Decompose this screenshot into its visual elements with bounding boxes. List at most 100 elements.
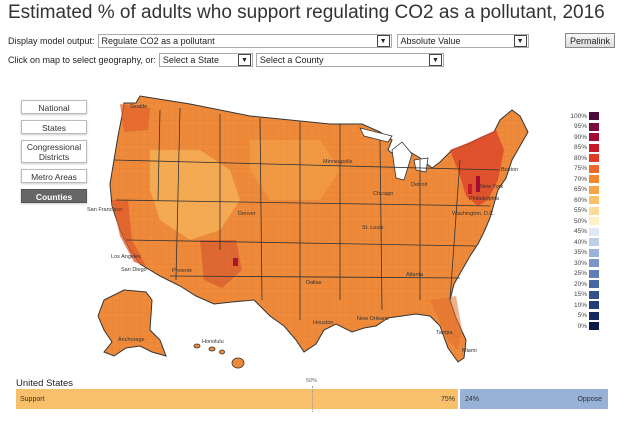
legend-label: 55% — [573, 207, 587, 214]
city-label: Dallas — [306, 280, 322, 286]
chevron-down-icon: ▼ — [237, 54, 251, 66]
legend-row: 90% — [569, 133, 599, 141]
geo-button-metro[interactable]: Metro Areas — [21, 169, 87, 183]
legend-label: 35% — [573, 249, 587, 256]
geo-button-congressional[interactable]: Congressional Districts — [21, 140, 87, 163]
value-type-select[interactable]: Absolute Value ▼ — [396, 34, 529, 48]
click-label: Click on map to select geography, or: — [8, 55, 156, 65]
legend-row: 80% — [569, 154, 599, 162]
legend-label: 50% — [573, 217, 587, 225]
city-label: New York — [480, 184, 504, 190]
legend-swatch — [589, 301, 599, 309]
legend-row: 20% — [569, 280, 599, 288]
support-bar[interactable]: Support 75% — [16, 389, 458, 409]
legend-swatch — [589, 185, 599, 194]
geo-button-states[interactable]: States — [21, 120, 87, 134]
legend-label: 100% — [570, 112, 587, 120]
county-hotspot[interactable] — [233, 258, 238, 266]
legend-label: 95% — [573, 123, 587, 130]
legend-swatch — [589, 133, 599, 141]
legend-label: 40% — [573, 238, 587, 246]
city-label: Philadelphia — [469, 196, 499, 202]
legend-swatch — [589, 122, 599, 131]
value-type-value: Absolute Value — [400, 36, 461, 46]
oppose-label: Oppose — [577, 395, 602, 403]
legend-label: 70% — [573, 175, 587, 183]
county-hotspot[interactable] — [468, 184, 472, 194]
legend-row: 15% — [569, 290, 599, 299]
legend-swatch — [589, 269, 599, 278]
permalink-button[interactable]: Permalink — [565, 33, 615, 48]
legend-swatch — [589, 259, 599, 267]
legend-swatch — [589, 143, 599, 152]
lake-michigan — [391, 141, 413, 181]
legend-swatch — [589, 322, 599, 330]
geo-button-national[interactable]: National — [21, 100, 87, 114]
city-label: San Diego — [121, 267, 147, 273]
lake-huron — [413, 157, 429, 173]
legend-swatch — [589, 280, 599, 288]
legend-row: 35% — [569, 248, 599, 257]
region-northeast — [450, 130, 504, 206]
output-select[interactable]: Regulate CO2 as a pollutant ▼ — [97, 34, 392, 48]
legend-swatch — [589, 206, 599, 215]
legend-label: 15% — [573, 291, 587, 298]
legend-row: 60% — [569, 196, 599, 204]
city-label: Washington, D.C. — [452, 211, 495, 217]
region-mountain-west — [150, 150, 240, 240]
legend-swatch — [589, 154, 599, 162]
output-select-value: Regulate CO2 as a pollutant — [101, 36, 215, 46]
support-pct: 75% — [440, 395, 455, 403]
summary-region: United States — [16, 378, 74, 389]
legend-swatch — [589, 196, 599, 204]
legend-row: 100% — [569, 112, 599, 120]
legend-row: 85% — [569, 143, 599, 152]
city-label: Chicago — [373, 191, 394, 197]
midpoint-tick — [312, 386, 313, 412]
geo-button-counties[interactable]: Counties — [21, 189, 87, 203]
hawaii[interactable] — [193, 343, 245, 369]
legend-swatch — [589, 217, 599, 225]
city-label: Seattle — [130, 104, 148, 110]
county-select-value: Select a County — [259, 55, 324, 65]
legend-row: 65% — [569, 185, 599, 194]
county-select[interactable]: Select a County ▼ — [255, 53, 444, 67]
city-label: Miami — [462, 348, 477, 354]
legend-label: 65% — [573, 186, 587, 193]
legend-label: 85% — [573, 144, 587, 151]
legend-row: 30% — [569, 259, 599, 267]
county-hotspot[interactable] — [476, 176, 480, 192]
legend-row: 55% — [569, 206, 599, 215]
legend-label: 60% — [573, 196, 587, 204]
legend-label: 20% — [573, 280, 587, 288]
output-controls: Display model output: Regulate CO2 as a … — [8, 34, 529, 48]
region-northwest — [120, 104, 150, 132]
region-florida — [430, 296, 462, 350]
state-select[interactable]: Select a State ▼ — [158, 53, 253, 67]
geography-controls: Click on map to select geography, or: Se… — [8, 53, 444, 67]
city-label: Houston — [313, 320, 334, 326]
chevron-down-icon: ▼ — [513, 35, 527, 47]
oppose-bar[interactable]: 24% Oppose — [460, 389, 608, 409]
city-label: Anchorage — [118, 337, 145, 343]
legend-label: 45% — [573, 228, 587, 235]
legend-row: 40% — [569, 238, 599, 246]
city-label: San Francisco — [87, 207, 123, 213]
legend-label: 10% — [573, 301, 587, 309]
legend-row: 10% — [569, 301, 599, 309]
oppose-pct: 24% — [465, 395, 480, 403]
legend-row: 75% — [569, 164, 599, 173]
city-label: New Orleans — [357, 316, 389, 322]
legend-swatch — [589, 175, 599, 183]
legend-row: 95% — [569, 122, 599, 131]
page-title: Estimated % of adults who support regula… — [8, 2, 605, 23]
legend-swatch — [589, 311, 599, 320]
chevron-down-icon: ▼ — [428, 54, 442, 66]
city-label: Detroit — [411, 182, 428, 188]
legend-row: 25% — [569, 269, 599, 278]
legend-label: 30% — [573, 259, 587, 267]
city-label: Atlanta — [406, 272, 424, 278]
legend-label: 25% — [573, 270, 587, 277]
city-label: Minneapolis — [323, 159, 353, 165]
